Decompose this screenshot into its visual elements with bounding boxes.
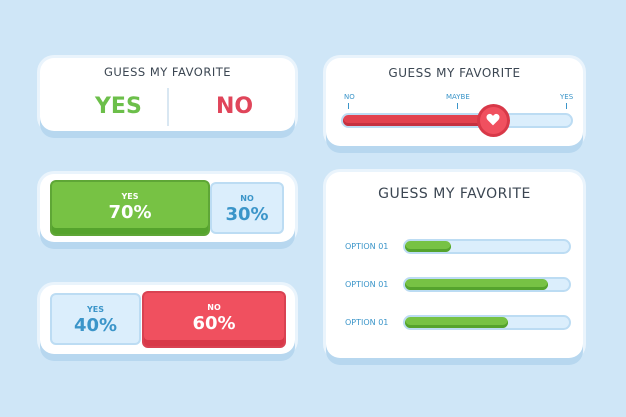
yes-no-card: GUESS MY FAVORITE YES NO	[40, 58, 295, 131]
slider-tick-yes	[566, 103, 567, 109]
no-button[interactable]: NO	[216, 94, 254, 119]
yes-label: YES	[121, 192, 139, 201]
option-progress-fill	[405, 317, 509, 328]
heart-icon	[486, 111, 500, 130]
result-card-no-60: YES 40% NO 60%	[40, 285, 295, 354]
slider-tick-maybe	[457, 103, 458, 109]
yes-label: YES	[86, 305, 105, 314]
option-progress-track	[405, 241, 569, 252]
yes-percent: 70%	[108, 202, 152, 223]
no-label: NO	[207, 303, 221, 312]
yes-button[interactable]: YES	[95, 94, 142, 119]
no-result-bar: NO 60%	[144, 293, 284, 346]
yes-percent: 40%	[73, 315, 118, 336]
no-label: NO	[240, 194, 254, 203]
card-title: GUESS MY FAVORITE	[378, 186, 531, 202]
slider-tick-no	[348, 103, 349, 109]
slider-label-maybe: MAYBE	[446, 93, 470, 101]
option-progress-track	[405, 317, 569, 328]
slider-handle[interactable]	[479, 107, 507, 134]
slider-fill	[343, 115, 494, 126]
slider-label-no: NO	[344, 93, 355, 101]
options-card: GUESS MY FAVORITE OPTION 01 OPTION 01 OP…	[326, 172, 583, 358]
option-progress-fill	[405, 279, 548, 290]
no-percent: 60%	[192, 313, 236, 334]
yes-result-bar: YES 40%	[52, 295, 139, 343]
slider-label-yes: YES	[560, 93, 574, 101]
slider-card: GUESS MY FAVORITE NO MAYBE YES	[326, 58, 583, 146]
card-title: GUESS MY FAVORITE	[388, 66, 521, 80]
no-percent: 30%	[225, 204, 269, 225]
divider	[167, 88, 169, 126]
option-label: OPTION 01	[345, 280, 389, 289]
yes-result-bar: YES 70%	[52, 182, 208, 234]
card-title: GUESS MY FAVORITE	[103, 65, 232, 79]
option-progress-track	[405, 279, 569, 290]
option-label: OPTION 01	[345, 242, 389, 251]
result-card-yes-70: YES 70% NO 30%	[40, 174, 295, 242]
option-label: OPTION 01	[345, 318, 389, 327]
no-result-bar: NO 30%	[212, 184, 282, 232]
option-progress-fill	[405, 241, 451, 252]
slider-track[interactable]	[343, 115, 571, 126]
